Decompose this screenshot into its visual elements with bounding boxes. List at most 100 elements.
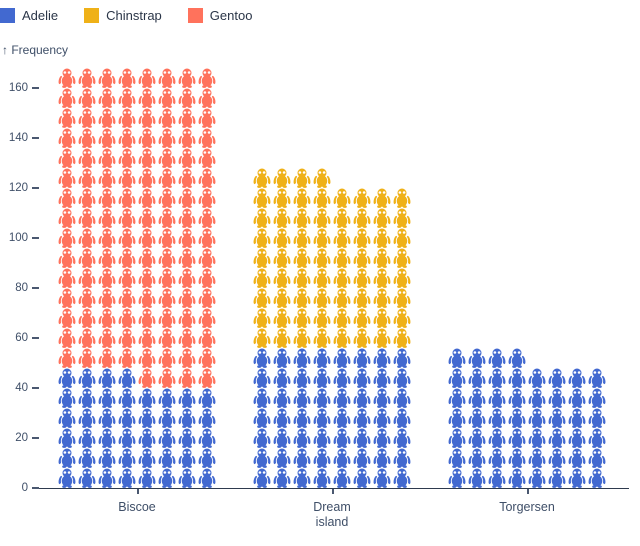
penguin-icon xyxy=(292,428,312,448)
penguin-icon xyxy=(97,148,117,168)
penguin-icon xyxy=(352,388,372,408)
penguin-icon xyxy=(137,388,157,408)
penguin-icon xyxy=(137,328,157,348)
penguin-icon xyxy=(272,228,292,248)
penguin-icon xyxy=(252,168,272,188)
penguin-icon xyxy=(312,368,332,388)
penguin-icon xyxy=(252,188,272,208)
penguin-icon xyxy=(97,168,117,188)
penguin-icon xyxy=(77,228,97,248)
penguin-icon xyxy=(352,208,372,228)
y-tick-label: 0 xyxy=(21,482,28,494)
penguin-icon xyxy=(157,388,177,408)
y-tick-mark xyxy=(32,237,39,239)
penguin-icon xyxy=(312,308,332,328)
penguin-icon xyxy=(117,368,137,388)
penguin-icon xyxy=(137,128,157,148)
penguin-icon xyxy=(252,308,272,328)
penguin-icon xyxy=(137,108,157,128)
y-tick-mark xyxy=(32,437,39,439)
penguin-icon xyxy=(507,428,527,448)
penguin-icon xyxy=(177,368,197,388)
penguin-icon xyxy=(292,168,312,188)
penguin-icon xyxy=(547,448,567,468)
gentoo-swatch xyxy=(187,8,203,23)
penguin-icon xyxy=(292,308,312,328)
penguin-icon xyxy=(372,408,392,428)
penguin-icon xyxy=(177,268,197,288)
penguin-icon xyxy=(587,388,607,408)
penguin-icon xyxy=(137,288,157,308)
penguin-icon xyxy=(97,108,117,128)
penguin-icon xyxy=(272,388,292,408)
penguin-icon xyxy=(177,68,197,88)
penguin-icon xyxy=(392,328,412,348)
penguin-icon xyxy=(97,228,117,248)
penguin-icon xyxy=(57,448,77,468)
penguin-icon xyxy=(352,308,372,328)
penguin-icon xyxy=(527,368,547,388)
penguin-icon xyxy=(372,308,392,328)
penguin-icon xyxy=(117,108,137,128)
penguin-icon xyxy=(487,448,507,468)
penguin-icon xyxy=(507,388,527,408)
penguin-icon xyxy=(97,328,117,348)
penguin-icon xyxy=(77,328,97,348)
penguin-icon xyxy=(447,368,467,388)
penguin-icon xyxy=(77,168,97,188)
penguin-icon xyxy=(97,248,117,268)
penguin-icon xyxy=(392,348,412,368)
penguin-icon xyxy=(57,268,77,288)
penguin-icon xyxy=(292,448,312,468)
penguin-icon xyxy=(197,188,217,208)
penguin-icon xyxy=(587,468,607,488)
penguin-icon xyxy=(157,188,177,208)
penguin-icon xyxy=(447,348,467,368)
penguin-icon xyxy=(57,428,77,448)
penguin-icon xyxy=(137,208,157,228)
penguin-icon xyxy=(372,428,392,448)
penguin-icon xyxy=(392,368,412,388)
penguin-icon xyxy=(97,388,117,408)
penguin-icon xyxy=(97,208,117,228)
penguin-icon xyxy=(157,348,177,368)
penguin-icon xyxy=(292,408,312,428)
penguin-icon xyxy=(117,388,137,408)
penguin-icon xyxy=(487,388,507,408)
penguin-icon xyxy=(77,348,97,368)
penguin-icon xyxy=(312,248,332,268)
penguin-icon xyxy=(272,268,292,288)
y-tick-mark xyxy=(32,387,39,389)
penguin-icon xyxy=(352,348,372,368)
penguin-icon xyxy=(352,188,372,208)
penguin-icon xyxy=(332,228,352,248)
penguin-icon xyxy=(567,448,587,468)
y-tick-mark xyxy=(32,137,39,139)
penguin-icon xyxy=(372,468,392,488)
penguin-icon xyxy=(177,308,197,328)
adelie-swatch xyxy=(0,8,15,23)
penguin-icon xyxy=(117,268,137,288)
penguin-icon xyxy=(137,348,157,368)
penguin-icon xyxy=(312,288,332,308)
y-tick-mark xyxy=(32,337,39,339)
penguin-icon xyxy=(137,228,157,248)
penguin-icon xyxy=(117,248,137,268)
penguin-icon xyxy=(252,328,272,348)
penguin-icon xyxy=(77,68,97,88)
penguin-icon xyxy=(352,468,372,488)
penguin-icon xyxy=(117,88,137,108)
penguin-icon xyxy=(77,208,97,228)
penguin-icon xyxy=(197,288,217,308)
penguin-icon xyxy=(77,308,97,328)
penguin-icon xyxy=(507,468,527,488)
penguin-icon xyxy=(97,428,117,448)
penguin-icon xyxy=(157,208,177,228)
penguin-icon xyxy=(467,448,487,468)
x-tick-mark xyxy=(527,489,529,494)
penguin-icon xyxy=(97,448,117,468)
penguin-icon xyxy=(587,368,607,388)
y-tick-label: 20 xyxy=(15,432,28,444)
penguin-icon xyxy=(332,188,352,208)
penguin-icon xyxy=(272,188,292,208)
